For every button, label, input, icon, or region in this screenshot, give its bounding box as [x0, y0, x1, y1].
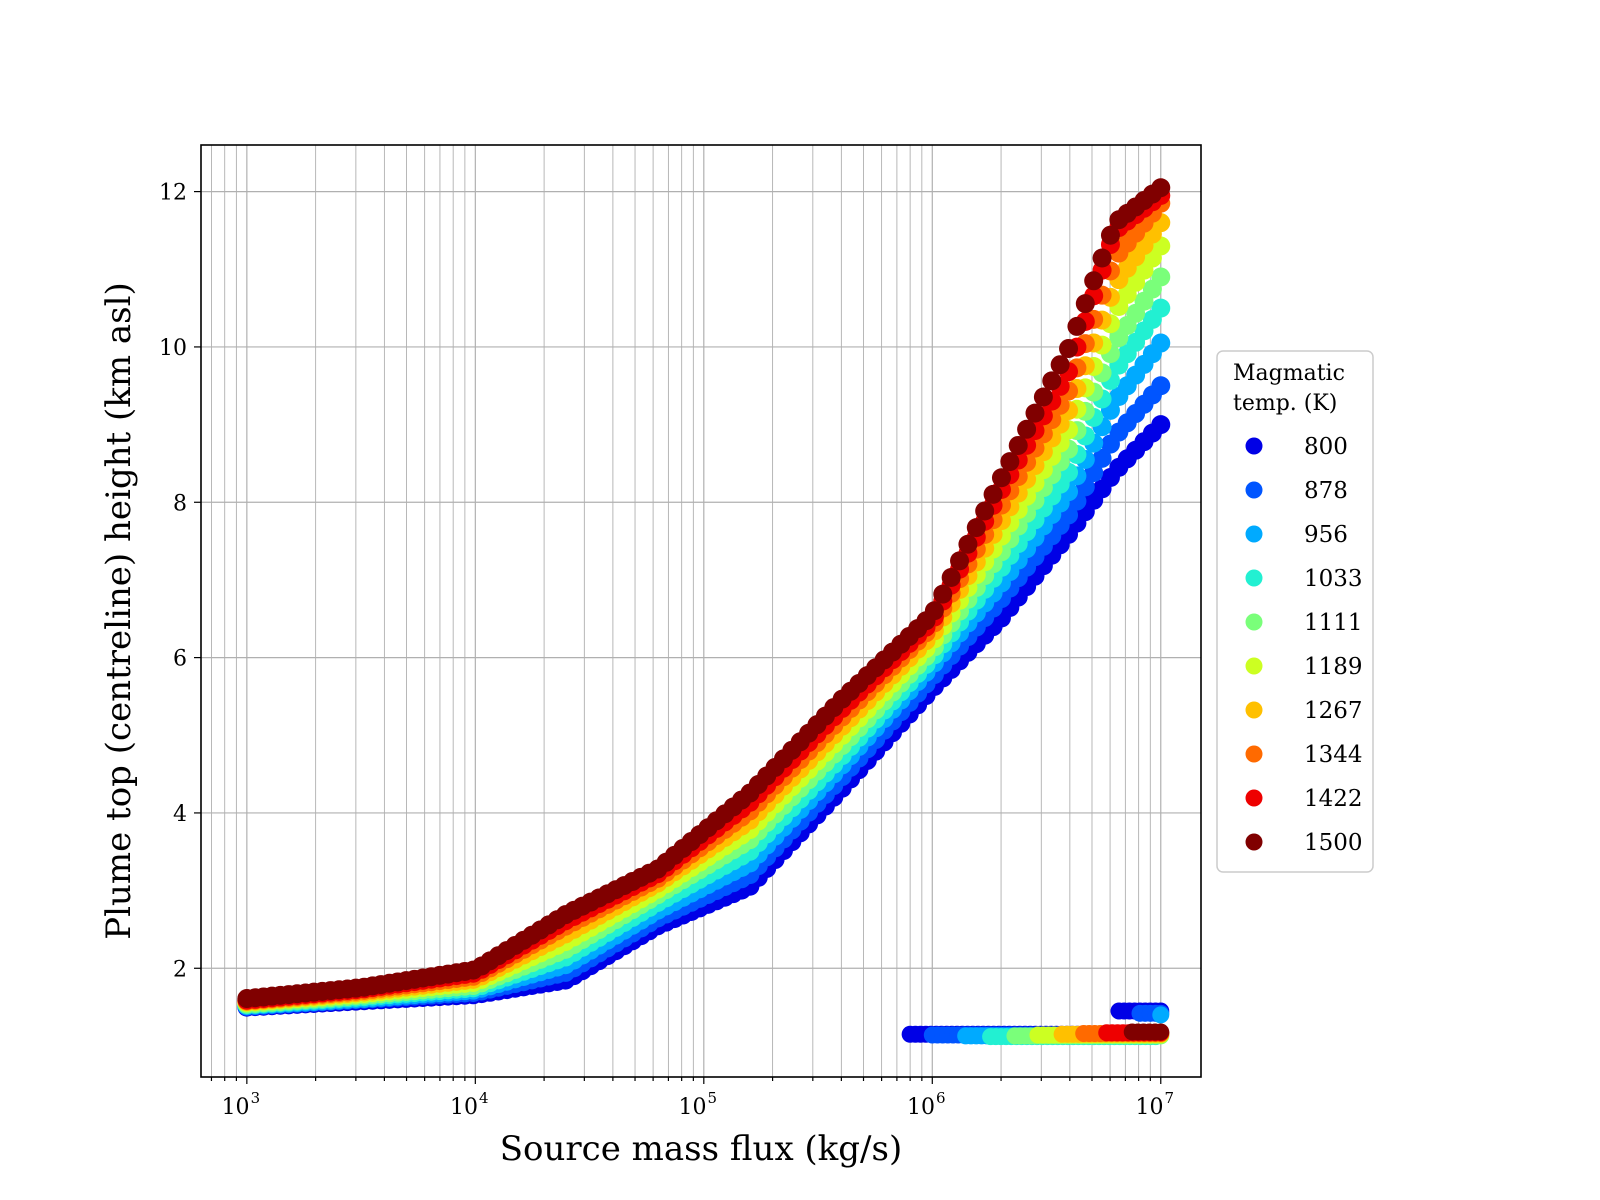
legend-marker	[1245, 701, 1263, 719]
legend-marker	[1245, 657, 1263, 675]
axis-ticks: 103 104 105 106 107 2 4 6 8 10 12	[159, 181, 1174, 1120]
data-point	[1000, 452, 1020, 472]
scatter-markers	[237, 178, 1171, 1046]
legend-label: 1189	[1304, 654, 1363, 680]
legend-marker	[1245, 481, 1263, 499]
data-point	[1050, 355, 1070, 375]
data-point	[1151, 333, 1171, 353]
legend-marker	[1245, 745, 1263, 763]
legend: Magmatic temp. (K) 800 878 956 1033 1111 1189…	[1216, 350, 1374, 873]
legend-frame	[1216, 350, 1374, 873]
series-1500	[237, 178, 1171, 1041]
x-tick-label: 107	[1135, 1089, 1174, 1120]
legend-marker	[1245, 789, 1263, 807]
y-axis-label: Plume top (centreline) height (km asl)	[99, 282, 139, 940]
legend-title-line-2: temp. (K)	[1233, 391, 1337, 416]
x-tick-label: 105	[679, 1089, 718, 1120]
legend-marker	[1245, 569, 1263, 587]
legend-label: 956	[1304, 522, 1348, 548]
legend-entries: 800 878 956 1033 1111 1189 1267 1344 1422 1500	[1245, 434, 1363, 856]
legend-label: 1033	[1304, 566, 1363, 592]
plot-area-frame	[200, 144, 1202, 1078]
y-tick-label: 2	[173, 957, 187, 982]
data-point	[1151, 376, 1171, 396]
data-point	[1025, 403, 1045, 423]
legend-marker	[1245, 613, 1263, 631]
data-point	[1017, 419, 1037, 439]
data-point	[1151, 178, 1171, 198]
legend-label: 1267	[1304, 698, 1363, 724]
y-tick-label: 10	[159, 336, 187, 361]
data-point	[975, 501, 995, 521]
y-tick-label: 12	[159, 181, 187, 206]
y-tick-label: 4	[173, 802, 187, 827]
legend-marker	[1245, 437, 1263, 455]
data-point	[1067, 316, 1087, 336]
x-axis-label: Source mass flux (kg/s)	[500, 1129, 902, 1169]
data-point	[1092, 448, 1112, 468]
legend-label: 800	[1304, 434, 1348, 460]
data-point	[1075, 294, 1095, 314]
data-point	[1092, 248, 1112, 268]
data-point	[983, 484, 1003, 504]
data-point	[950, 551, 970, 571]
data-point	[991, 468, 1011, 488]
data-point	[1151, 415, 1171, 435]
data-point	[1151, 267, 1171, 287]
data-point	[1059, 339, 1079, 359]
data-point	[1151, 298, 1171, 318]
data-point	[966, 518, 986, 538]
branch-point	[1152, 1023, 1170, 1041]
x-tick-label: 104	[450, 1089, 489, 1120]
data-point	[1033, 387, 1053, 407]
data-point	[958, 534, 978, 554]
legend-label: 1344	[1304, 742, 1363, 768]
grid-lines	[201, 145, 1201, 1077]
y-tick-label: 6	[173, 647, 187, 672]
legend-label: 1422	[1304, 786, 1363, 812]
x-tick-label: 103	[222, 1089, 261, 1120]
data-point	[941, 567, 961, 587]
legend-marker	[1245, 833, 1263, 851]
legend-label: 1500	[1304, 830, 1363, 856]
data-point	[1008, 435, 1028, 455]
legend-label: 878	[1304, 478, 1348, 504]
data-point	[1100, 225, 1120, 245]
x-tick-label: 106	[907, 1089, 946, 1120]
legend-marker	[1245, 525, 1263, 543]
legend-title-line-1: Magmatic	[1233, 361, 1345, 386]
data-point	[933, 584, 953, 604]
data-point	[924, 601, 944, 621]
data-point	[1084, 271, 1104, 291]
branch-point	[1152, 1006, 1170, 1024]
y-tick-label: 8	[173, 491, 187, 516]
legend-label: 1111	[1304, 610, 1363, 636]
data-point	[1042, 371, 1062, 391]
